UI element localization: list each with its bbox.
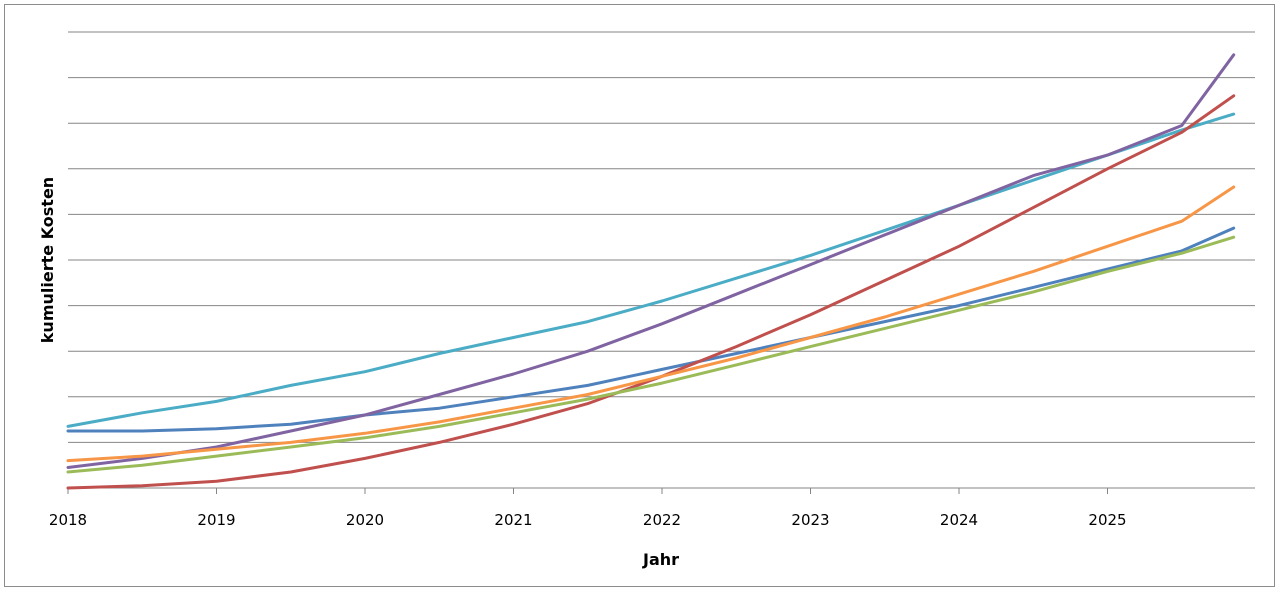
x-ticks: 2018 2019 2020 2021 2022 2023 2024 2025 — [49, 488, 1127, 529]
series-line-3 — [66, 53, 1236, 469]
x-tick-label: 2018 — [49, 511, 87, 529]
series-line-1 — [66, 112, 1236, 428]
series-line-5 — [66, 185, 1236, 463]
chart-frame — [4, 4, 1275, 587]
series-line-6 — [66, 235, 1236, 474]
x-tick-label: 2019 — [197, 511, 235, 529]
series-lines — [66, 53, 1236, 490]
x-tick-label: 2020 — [346, 511, 384, 529]
x-tick-label: 2021 — [494, 511, 532, 529]
series-line-4 — [66, 94, 1236, 490]
x-tick-label: 2023 — [791, 511, 829, 529]
x-tick-label: 2024 — [940, 511, 978, 529]
x-tick-label: 2025 — [1088, 511, 1126, 529]
x-tick-label: 2022 — [643, 511, 681, 529]
gridlines — [68, 31, 1255, 443]
x-axis-title: Jahr — [642, 550, 679, 569]
y-axis-title: kumulierte Kosten — [38, 177, 57, 343]
series-line-2 — [66, 226, 1236, 433]
